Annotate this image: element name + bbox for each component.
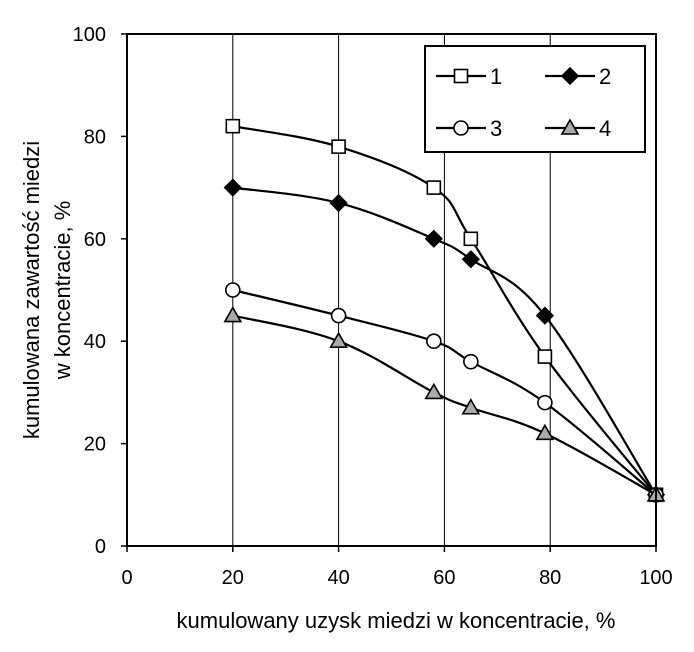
x-tick-label: 40 bbox=[327, 567, 349, 589]
data-point-series-3 bbox=[537, 394, 553, 411]
data-point-series-2 bbox=[461, 250, 480, 269]
y-tick-label: 60 bbox=[84, 229, 106, 251]
legend-label-3: 3 bbox=[490, 116, 502, 141]
data-point-series-3 bbox=[330, 307, 347, 324]
y-tick-label: 20 bbox=[84, 434, 106, 456]
legend-label-2: 2 bbox=[599, 64, 611, 89]
x-tick-label: 60 bbox=[433, 567, 455, 589]
data-point-series-3 bbox=[463, 353, 479, 370]
data-point-series-1 bbox=[331, 139, 346, 154]
data-point-series-1 bbox=[225, 118, 241, 134]
series-line-2 bbox=[232, 186, 657, 496]
y-tick-label: 80 bbox=[84, 126, 106, 148]
y-tick-label: 0 bbox=[95, 536, 106, 558]
legend: 1 2 3 4 bbox=[424, 45, 646, 153]
data-point-series-2 bbox=[329, 193, 348, 213]
series-line-1 bbox=[232, 125, 657, 496]
y-tick-label: 40 bbox=[84, 331, 106, 353]
data-point-series-1 bbox=[426, 180, 442, 195]
legend-marker-2 bbox=[560, 66, 580, 86]
x-tick-label: 80 bbox=[539, 567, 561, 589]
data-point-series-3 bbox=[426, 333, 442, 350]
axis-ticks: 0 20 40 60 80 100 0 20 40 60 80 100 bbox=[73, 24, 673, 589]
series-line-3 bbox=[232, 288, 657, 496]
y-tick-label: 100 bbox=[73, 24, 106, 46]
data-point-series-4 bbox=[329, 331, 348, 349]
legend-marker-4 bbox=[560, 118, 580, 135]
plot-area-frame bbox=[126, 33, 657, 547]
data-point-series-4 bbox=[223, 305, 243, 323]
legend-box bbox=[424, 45, 646, 153]
data-point-series-4 bbox=[461, 398, 481, 415]
legend-marker-3 bbox=[453, 120, 469, 136]
data-point-series-1 bbox=[463, 231, 479, 247]
x-axis-title: kumulowany uzysk miedzi w koncentracie, … bbox=[177, 608, 616, 633]
data-point-series-2 bbox=[535, 306, 555, 325]
legend-label-4: 4 bbox=[599, 116, 611, 141]
y-axis-title-line-2: w koncentracie, % bbox=[50, 201, 75, 381]
data-point-series-4 bbox=[424, 382, 444, 400]
series-line-4 bbox=[232, 314, 657, 496]
data-point-series-3 bbox=[225, 282, 241, 298]
x-tick-label: 0 bbox=[121, 567, 132, 589]
y-axis-title-line-1: kumulowana zawartość miedzi bbox=[19, 141, 44, 439]
x-tick-label: 100 bbox=[639, 567, 672, 589]
legend-marker-1 bbox=[453, 68, 469, 84]
data-point-series-4 bbox=[535, 423, 555, 441]
legend-label-1: 1 bbox=[490, 64, 502, 89]
x-tick-label: 20 bbox=[222, 567, 244, 589]
data-point-series-2 bbox=[223, 178, 242, 197]
data-point-series-1 bbox=[537, 349, 553, 364]
data-point-series-2 bbox=[424, 229, 443, 248]
